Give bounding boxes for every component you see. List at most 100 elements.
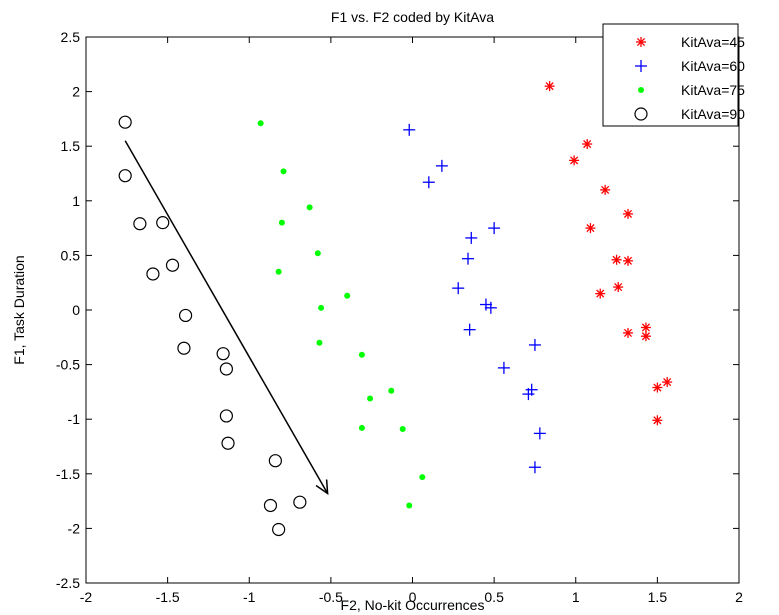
- data-point: [344, 292, 351, 299]
- y-axis-label: F1, Task Duration: [11, 255, 27, 364]
- data-point: [422, 176, 435, 189]
- data-point: [528, 338, 541, 351]
- data-point: [622, 327, 633, 338]
- data-point: [219, 362, 233, 376]
- data-point: [600, 184, 611, 195]
- y-tick-label: 1: [72, 193, 80, 209]
- y-tick-label: 2.5: [61, 29, 81, 45]
- data-point: [662, 377, 673, 388]
- x-tick-label: 0: [409, 589, 417, 605]
- data-point: [293, 495, 307, 509]
- data-point: [275, 268, 282, 275]
- series-dot: [257, 120, 426, 509]
- data-point: [582, 139, 593, 150]
- data-point: [403, 123, 416, 136]
- data-point: [652, 382, 663, 393]
- data-point: [484, 301, 497, 314]
- data-point: [640, 331, 651, 342]
- data-point: [452, 282, 465, 295]
- plot-frame: [85, 36, 740, 584]
- x-tick-label: -1.5: [156, 589, 180, 605]
- series-circle: [118, 115, 307, 537]
- y-tick-label: -2: [68, 520, 81, 536]
- y-tick-label: 0: [72, 302, 80, 318]
- data-point: [177, 341, 191, 355]
- y-tick-label: -2.5: [56, 575, 80, 591]
- series-asterisk: [544, 81, 673, 426]
- data-point: [528, 461, 541, 474]
- legend-marker: [638, 87, 644, 93]
- data-point: [462, 252, 475, 265]
- data-point: [316, 339, 323, 346]
- data-point: [268, 454, 282, 468]
- data-point: [358, 351, 365, 358]
- data-point: [465, 231, 478, 244]
- y-tick-label: -1.5: [56, 466, 80, 482]
- y-tick-label: 2: [72, 84, 80, 100]
- y-tick-label: 1.5: [61, 138, 81, 154]
- trend-arrow: [124, 140, 329, 495]
- data-point: [219, 409, 233, 423]
- x-tick-label: 0.5: [484, 589, 504, 605]
- x-tick-label: 1.5: [648, 589, 668, 605]
- legend-box: [602, 23, 739, 127]
- data-point: [306, 204, 313, 211]
- data-point: [488, 222, 501, 235]
- legend: KitAva=45 KitAva=60 KitAva=75 KitAva=90: [602, 23, 745, 127]
- legend-marker: [635, 60, 647, 72]
- data-point: [367, 395, 374, 402]
- data-point: [611, 254, 622, 265]
- data-point: [388, 387, 395, 394]
- data-point: [280, 168, 287, 175]
- data-point: [533, 427, 546, 440]
- y-tick-label: -0.5: [56, 357, 80, 373]
- data-point: [314, 250, 321, 257]
- data-point: [652, 415, 663, 426]
- legend-marker: [636, 37, 646, 47]
- x-tick-label: -1: [243, 589, 256, 605]
- data-point: [358, 424, 365, 431]
- data-point: [595, 288, 606, 299]
- data-point: [544, 81, 555, 92]
- data-point: [216, 347, 230, 361]
- data-point: [133, 217, 147, 231]
- data-point: [435, 159, 448, 172]
- x-tick-label: 2: [735, 589, 743, 605]
- legend-label: KitAva=60: [681, 58, 745, 74]
- data-point: [622, 208, 633, 219]
- data-point: [399, 426, 406, 433]
- data-point: [165, 258, 180, 272]
- data-point: [278, 219, 285, 226]
- y-tick-label: -1: [68, 411, 81, 427]
- data-point: [622, 255, 633, 266]
- y-tick-label: 0.5: [61, 247, 81, 263]
- data-point: [156, 216, 170, 230]
- arrow-head: [315, 479, 329, 495]
- data-point: [263, 498, 278, 513]
- data-point: [272, 522, 286, 537]
- data-point: [146, 267, 160, 281]
- x-tick-label: -2: [80, 589, 93, 605]
- data-point: [419, 474, 426, 481]
- legend-label: KitAva=90: [681, 106, 745, 122]
- data-point: [406, 502, 413, 509]
- data-point: [118, 115, 132, 129]
- data-point: [118, 169, 132, 183]
- data-point: [178, 308, 193, 323]
- series-plus: [403, 123, 546, 474]
- data-point: [479, 298, 492, 311]
- data-point: [497, 361, 510, 374]
- data-point: [318, 304, 325, 311]
- data-point: [613, 282, 624, 293]
- legend-label: KitAva=75: [681, 82, 745, 98]
- x-tick-label: -0.5: [319, 589, 343, 605]
- data-point: [640, 322, 651, 333]
- chart-title: F1 vs. F2 coded by KitAva: [331, 9, 494, 25]
- data-point: [257, 120, 264, 127]
- x-axis-label: F2, No-kit Occurrences: [341, 597, 485, 613]
- legend-marker: [634, 107, 648, 121]
- legend-label: KitAva=45: [681, 34, 745, 50]
- data-point: [585, 223, 596, 234]
- data-point: [221, 436, 235, 450]
